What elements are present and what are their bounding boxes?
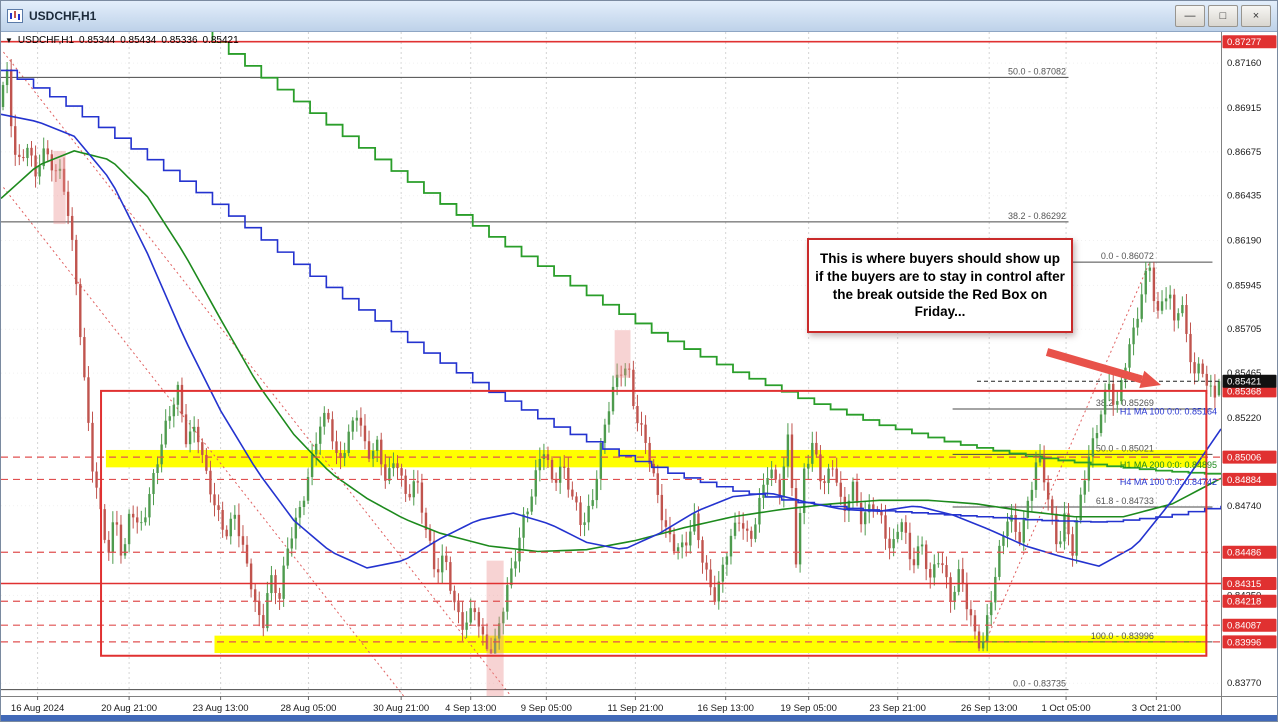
price-axis: 0.87160 0.86915 0.86675 0.86435 0.86190 0.859… — [1, 32, 1277, 715]
svg-text:0.86675: 0.86675 — [1227, 147, 1261, 158]
highlight-zones — [53, 150, 631, 696]
svg-text:0.84087: 0.84087 — [1227, 621, 1261, 632]
price-badge-0.84315: 0.84315 — [1222, 577, 1277, 591]
svg-text:0.84884: 0.84884 — [1227, 475, 1261, 486]
svg-text:38.2 - 0.85269: 38.2 - 0.85269 — [1096, 398, 1154, 408]
svg-text:0.85945: 0.85945 — [1227, 280, 1261, 291]
svg-text:0.86915: 0.86915 — [1227, 103, 1261, 114]
restore-button[interactable]: □ — [1208, 5, 1238, 27]
svg-text:H1 MA 100 0:0: 0.85164: H1 MA 100 0:0: 0.85164 — [1120, 406, 1217, 416]
svg-text:0.87277: 0.87277 — [1227, 37, 1261, 48]
svg-text:0.0 - 0.83735: 0.0 - 0.83735 — [1013, 679, 1066, 689]
price-badge-0.85421: 0.85421 — [1222, 374, 1277, 388]
fibonacci-retracements: 50.0 - 0.87082 38.2 - 0.86292 0.0 - 0.8373… — [1, 66, 1213, 691]
svg-text:16 Aug 2024: 16 Aug 2024 — [11, 703, 64, 714]
svg-text:100.0 - 0.83996: 100.0 - 0.83996 — [1091, 631, 1154, 641]
svg-text:50.0 - 0.85021: 50.0 - 0.85021 — [1096, 443, 1154, 453]
svg-text:19 Sep 05:00: 19 Sep 05:00 — [780, 703, 837, 714]
svg-text:61.8 - 0.84733: 61.8 - 0.84733 — [1096, 496, 1154, 506]
svg-text:0.85465: 0.85465 — [1227, 368, 1261, 379]
price-badge-0.85006: 0.85006 — [1222, 450, 1277, 464]
svg-text:38.2 - 0.86292: 38.2 - 0.86292 — [1008, 211, 1066, 221]
ma-line — [211, 32, 1221, 475]
annotation-arrow — [1045, 348, 1161, 389]
price-badge-0.83996: 0.83996 — [1222, 635, 1277, 649]
candles — [1, 59, 1221, 654]
svg-text:0.83770: 0.83770 — [1227, 678, 1261, 689]
chart-canvas[interactable]: 50.0 - 0.87082 38.2 - 0.86292 0.0 - 0.8373… — [1, 32, 1277, 715]
price-badge-0.84884: 0.84884 — [1222, 472, 1277, 486]
svg-text:0.85220: 0.85220 — [1227, 413, 1261, 424]
time-axis: 16 Aug 2024 20 Aug 21:00 23 Aug 13:00 28 Au… — [11, 696, 1181, 714]
svg-text:23 Sep 21:00: 23 Sep 21:00 — [869, 703, 926, 714]
svg-text:4 Sep 13:00: 4 Sep 13:00 — [445, 703, 496, 714]
ma-labels: H4 MA 100 0:0: 0.84742 H1 MA 200 0:0: 0.8… — [1120, 406, 1217, 487]
svg-text:16 Sep 13:00: 16 Sep 13:00 — [697, 703, 754, 714]
svg-text:28 Aug 05:00: 28 Aug 05:00 — [280, 703, 336, 714]
close-button[interactable]: × — [1241, 5, 1271, 27]
window-title: USDCHF,H1 — [29, 9, 97, 23]
chart-symbol-label: USDCHF,H1 — [17, 35, 75, 46]
svg-text:0.0 - 0.86072: 0.0 - 0.86072 — [1101, 251, 1154, 261]
price-badge-0.84087: 0.84087 — [1222, 618, 1277, 632]
ohlc-low-value: 0.85336 — [161, 35, 198, 46]
svg-text:11 Sep 21:00: 11 Sep 21:00 — [607, 703, 663, 714]
red-levels — [1, 40, 1221, 657]
price-badge-0.87277: 0.87277 — [1222, 35, 1277, 48]
grid — [1, 32, 1221, 696]
window-titlebar[interactable]: USDCHF,H1 — □ × — [1, 1, 1277, 32]
svg-text:0.86435: 0.86435 — [1227, 191, 1261, 202]
svg-text:20 Aug 21:00: 20 Aug 21:00 — [101, 703, 157, 714]
ma-line — [1, 69, 1221, 523]
svg-text:0.86190: 0.86190 — [1227, 236, 1261, 247]
dotted-trendlines — [3, 51, 512, 696]
svg-text:0.85368: 0.85368 — [1227, 386, 1261, 397]
svg-text:23 Aug 13:00: 23 Aug 13:00 — [193, 703, 249, 714]
minimize-button[interactable]: — — [1175, 5, 1205, 27]
red-box — [100, 389, 1208, 657]
ohlc-open-value: 0.85344 — [79, 35, 116, 46]
svg-text:0.85006: 0.85006 — [1227, 453, 1261, 464]
svg-text:3 Oct 21:00: 3 Oct 21:00 — [1132, 703, 1181, 714]
ohlc-close-value: 0.85421 — [202, 35, 239, 46]
window-bottom-strip — [1, 715, 1277, 721]
app-chart-icon — [7, 9, 23, 23]
svg-text:0.85705: 0.85705 — [1227, 324, 1261, 335]
ohlc-high-value: 0.85434 — [120, 35, 157, 46]
yellow-support-bands — [105, 449, 1207, 654]
ma-line — [1, 150, 1221, 553]
svg-text:0.84315: 0.84315 — [1227, 579, 1261, 590]
chart-area: 50.0 - 0.87082 38.2 - 0.86292 0.0 - 0.8373… — [1, 32, 1277, 715]
svg-text:1 Oct 05:00: 1 Oct 05:00 — [1041, 703, 1090, 714]
symbol-dropdown-icon[interactable]: ▼ — [5, 36, 13, 45]
svg-text:0.87160: 0.87160 — [1227, 58, 1261, 69]
svg-text:30 Aug 21:00: 30 Aug 21:00 — [373, 703, 429, 714]
svg-text:0.84218: 0.84218 — [1227, 597, 1261, 608]
svg-text:0.83996: 0.83996 — [1227, 637, 1261, 648]
ma-line — [1, 113, 1221, 569]
price-badge-0.84218: 0.84218 — [1222, 594, 1277, 608]
svg-text:H4 MA 100 0:0: 0.84742: H4 MA 100 0:0: 0.84742 — [1120, 477, 1217, 487]
svg-text:0.84486: 0.84486 — [1227, 548, 1261, 559]
svg-text:0.85421: 0.85421 — [1227, 377, 1261, 388]
svg-text:0.84740: 0.84740 — [1227, 501, 1261, 512]
svg-text:H1 MA 200 0:0: 0.84895: H1 MA 200 0:0: 0.84895 — [1120, 460, 1217, 470]
moving-averages — [1, 32, 1221, 569]
price-badge-0.84486: 0.84486 — [1222, 545, 1277, 559]
svg-text:9 Sep 05:00: 9 Sep 05:00 — [521, 703, 572, 714]
chart-ohlc-header: ▼ USDCHF,H1 0.85344 0.85434 0.85336 0.85… — [5, 35, 239, 46]
annotation-note[interactable]: This is where buyers should show up if t… — [807, 238, 1073, 334]
svg-text:26 Sep 13:00: 26 Sep 13:00 — [961, 703, 1018, 714]
svg-text:50.0 - 0.87082: 50.0 - 0.87082 — [1008, 66, 1066, 76]
